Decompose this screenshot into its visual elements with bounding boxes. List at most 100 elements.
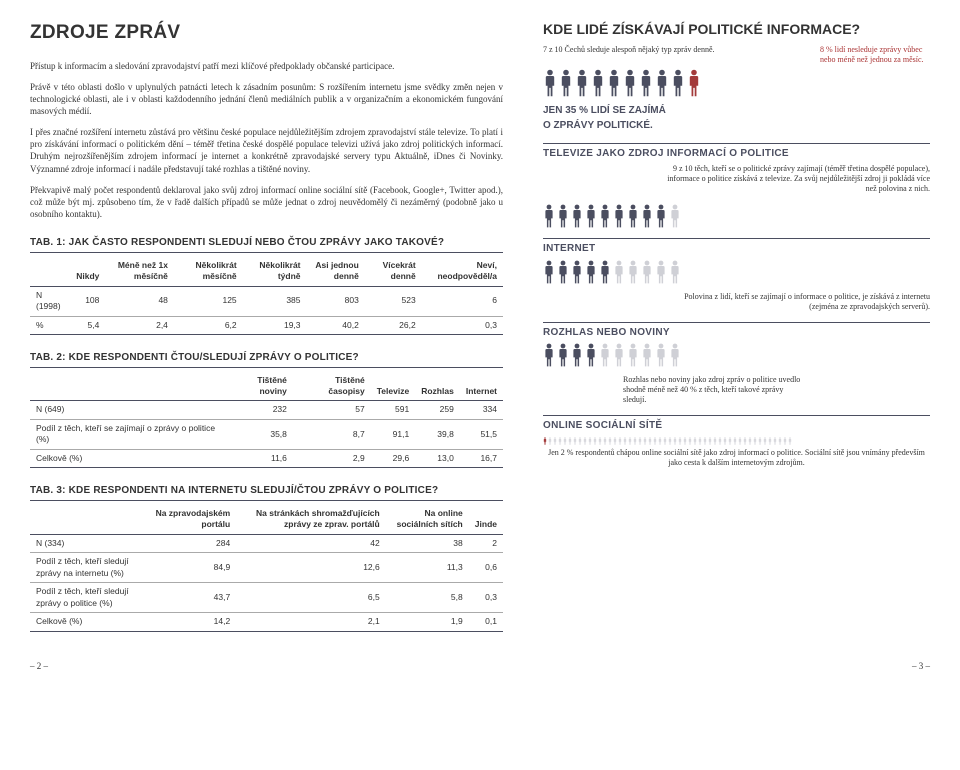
table-cell: 40,2 bbox=[307, 316, 365, 334]
table-cell: 334 bbox=[460, 401, 503, 419]
table-cell: 6,5 bbox=[236, 583, 386, 613]
table-cell: 2,9 bbox=[293, 449, 371, 467]
p1: Přístup k informacím a sledování zpravod… bbox=[30, 60, 503, 72]
table-cell: 12,6 bbox=[236, 553, 386, 583]
person-icon bbox=[713, 437, 717, 445]
person-icon bbox=[698, 437, 702, 445]
person-icon bbox=[553, 437, 557, 445]
person-icon bbox=[655, 343, 667, 367]
person-icon bbox=[758, 437, 762, 445]
person-icon bbox=[669, 204, 681, 228]
table-cell: 591 bbox=[371, 401, 415, 419]
table-cell: 2,1 bbox=[236, 613, 386, 631]
person-icon bbox=[669, 343, 681, 367]
table-cell: N (334) bbox=[30, 534, 143, 552]
person-icon bbox=[718, 437, 722, 445]
person-icon bbox=[673, 437, 677, 445]
table-header: Několikrát měsíčně bbox=[174, 257, 243, 286]
person-icon bbox=[688, 437, 692, 445]
table-cell: Celkově (%) bbox=[30, 449, 224, 467]
table-cell: 2 bbox=[469, 534, 503, 552]
table-cell: N (1998) bbox=[30, 286, 70, 316]
person-icon bbox=[783, 437, 787, 445]
person-icon bbox=[543, 343, 555, 367]
person-icon bbox=[563, 437, 567, 445]
person-icon bbox=[557, 260, 569, 284]
table-cell: 232 bbox=[224, 401, 293, 419]
table-cell: 11,3 bbox=[386, 553, 469, 583]
people-row-top bbox=[543, 69, 930, 97]
person-icon bbox=[568, 437, 572, 445]
person-icon bbox=[627, 343, 639, 367]
table-cell: 2,4 bbox=[105, 316, 174, 334]
sect-radio: ROZHLAS NEBO NOVINY bbox=[543, 322, 930, 340]
person-icon bbox=[748, 437, 752, 445]
table-cell: 29,6 bbox=[371, 449, 415, 467]
table-cell: 0,3 bbox=[422, 316, 503, 334]
table-2: Tištěné novinyTištěné časopisyTelevizeRo… bbox=[30, 372, 503, 469]
tv-note: 9 z 10 těch, kteří se o politické zprávy… bbox=[663, 164, 930, 194]
table-1: NikdyMéně než 1x měsíčněNěkolikrát měsíč… bbox=[30, 257, 503, 335]
pagenum-right: – 3 – bbox=[912, 660, 930, 672]
person-icon bbox=[655, 69, 669, 97]
table-cell: 57 bbox=[293, 401, 371, 419]
table-cell: 26,2 bbox=[365, 316, 422, 334]
person-icon bbox=[728, 437, 732, 445]
soc-note: Jen 2 % respondentů chápou online sociál… bbox=[543, 448, 930, 468]
person-icon bbox=[678, 437, 682, 445]
person-icon bbox=[613, 204, 625, 228]
table-cell: 14,2 bbox=[143, 613, 236, 631]
person-icon bbox=[543, 260, 555, 284]
person-icon bbox=[655, 204, 667, 228]
person-icon bbox=[578, 437, 582, 445]
person-icon bbox=[687, 69, 701, 97]
sect-tv: TELEVIZE JAKO ZDROJ INFORMACÍ O POLITICE bbox=[543, 143, 930, 161]
person-icon bbox=[599, 204, 611, 228]
person-icon bbox=[723, 437, 727, 445]
table-cell: 0,3 bbox=[469, 583, 503, 613]
table-cell: 38 bbox=[386, 534, 469, 552]
note-right: 8 % lidí nesleduje zprávy vůbec nebo mén… bbox=[820, 45, 930, 65]
person-icon bbox=[558, 437, 562, 445]
person-icon bbox=[618, 437, 622, 445]
table-header bbox=[30, 257, 70, 286]
table-cell: 6 bbox=[422, 286, 503, 316]
person-icon bbox=[593, 437, 597, 445]
table-cell: 1,9 bbox=[386, 613, 469, 631]
table-header bbox=[30, 505, 143, 534]
table-cell: 125 bbox=[174, 286, 243, 316]
table-cell: 5,8 bbox=[386, 583, 469, 613]
table-cell: 19,3 bbox=[243, 316, 307, 334]
table-cell: 39,8 bbox=[415, 419, 460, 449]
table-header: Rozhlas bbox=[415, 372, 460, 401]
table-cell: 84,9 bbox=[143, 553, 236, 583]
table-header bbox=[30, 372, 224, 401]
person-icon bbox=[607, 69, 621, 97]
person-icon bbox=[623, 437, 627, 445]
person-icon bbox=[543, 437, 547, 445]
person-icon bbox=[671, 69, 685, 97]
person-icon bbox=[683, 437, 687, 445]
table-header: Internet bbox=[460, 372, 503, 401]
intro-block: Přístup k informacím a sledování zpravod… bbox=[30, 60, 503, 118]
person-icon bbox=[643, 437, 647, 445]
table-cell: 108 bbox=[70, 286, 105, 316]
table-cell: 0,6 bbox=[469, 553, 503, 583]
person-icon bbox=[753, 437, 757, 445]
person-icon bbox=[571, 204, 583, 228]
person-icon bbox=[763, 437, 767, 445]
left-title: ZDROJE ZPRÁV bbox=[30, 20, 503, 46]
right-title: KDE LIDÉ ZÍSKÁVAJÍ POLITICKÉ INFORMACE? bbox=[543, 20, 930, 39]
person-icon bbox=[598, 437, 602, 445]
table-cell: 523 bbox=[365, 286, 422, 316]
person-icon bbox=[708, 437, 712, 445]
table-cell: N (649) bbox=[30, 401, 224, 419]
table-header: Několikrát týdně bbox=[243, 257, 307, 286]
table-header: Neví, neodpověděl/a bbox=[422, 257, 503, 286]
person-icon bbox=[633, 437, 637, 445]
table-cell: Celkově (%) bbox=[30, 613, 143, 631]
table-header: Jinde bbox=[469, 505, 503, 534]
sect-soc: ONLINE SOCIÁLNÍ SÍTĚ bbox=[543, 415, 930, 433]
person-icon bbox=[658, 437, 662, 445]
person-icon bbox=[613, 260, 625, 284]
